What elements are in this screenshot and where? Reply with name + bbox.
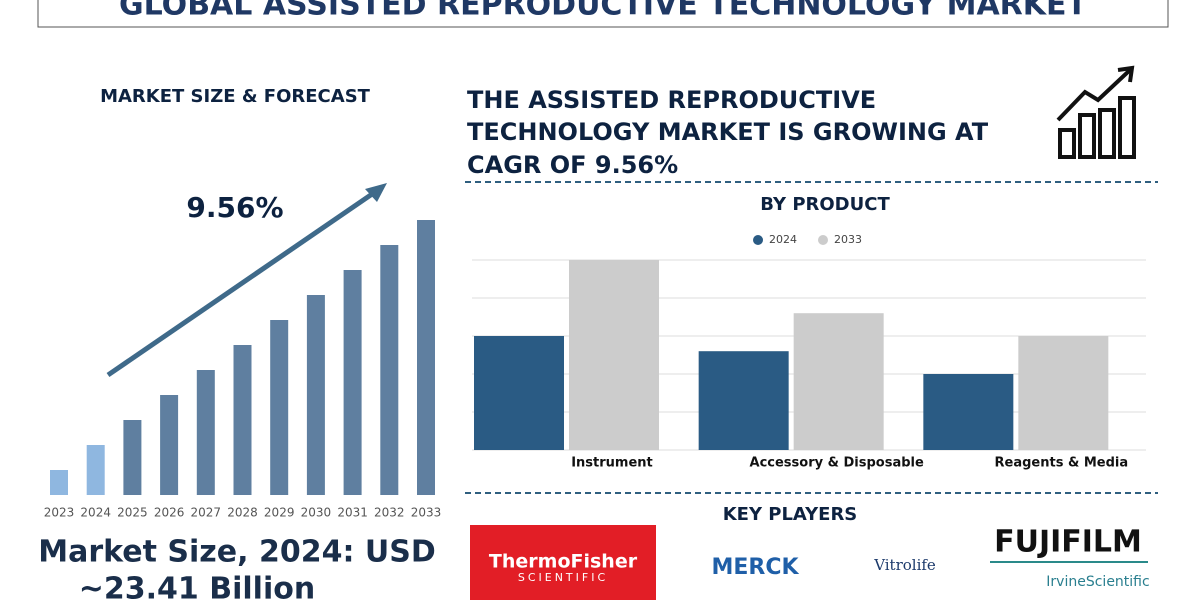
headline: THE ASSISTED REPRODUCTIVE bbox=[467, 86, 876, 114]
logo-text: IrvineScientific bbox=[1046, 574, 1149, 590]
growth-arrow bbox=[106, 187, 380, 378]
bar bbox=[343, 270, 362, 495]
x-tick-label: 2023 bbox=[44, 506, 75, 520]
bar bbox=[306, 295, 325, 495]
x-tick-label: Accessory & Disposable bbox=[750, 456, 924, 471]
x-tick-label: 2030 bbox=[301, 506, 332, 520]
legend-swatch bbox=[818, 235, 828, 245]
bar bbox=[1018, 336, 1109, 450]
logo-text: MERCK bbox=[711, 555, 799, 580]
bar bbox=[923, 374, 1014, 450]
legend-label: 2033 bbox=[834, 233, 862, 246]
bar bbox=[233, 345, 252, 495]
x-tick-label: 2033 bbox=[411, 506, 442, 520]
bar bbox=[50, 470, 68, 495]
bar bbox=[196, 370, 215, 495]
growth-icon bbox=[1056, 65, 1136, 159]
bar bbox=[417, 220, 435, 495]
headline: TECHNOLOGY MARKET IS GROWING AT bbox=[467, 118, 989, 146]
logo-text: Vitrolife bbox=[873, 556, 936, 574]
market-size: Market Size, 2024: USD bbox=[38, 535, 436, 570]
cagr-annotation: 9.56% bbox=[186, 191, 283, 224]
bar bbox=[160, 395, 179, 495]
bar bbox=[123, 420, 142, 495]
market-size: ~23.41 Billion bbox=[79, 572, 315, 600]
title-box bbox=[37, 0, 1169, 28]
bar bbox=[474, 336, 564, 450]
bar bbox=[569, 260, 659, 450]
x-tick-label: 2026 bbox=[154, 506, 185, 520]
x-tick-label: 2027 bbox=[191, 506, 222, 520]
bar bbox=[86, 445, 105, 495]
x-tick-label: Reagents & Media bbox=[995, 456, 1129, 471]
x-tick-label: 2032 bbox=[374, 506, 405, 520]
x-tick-label: Instrument bbox=[571, 456, 653, 471]
bar bbox=[270, 320, 289, 495]
logo-text: ThermoFisher bbox=[489, 551, 638, 573]
bar bbox=[380, 245, 399, 495]
arrow-head bbox=[365, 183, 387, 202]
bar bbox=[698, 351, 789, 450]
page-title: GLOBAL ASSISTED REPRODUCTIVE TECHNOLOGY … bbox=[119, 0, 1088, 23]
chart-title: BY PRODUCT bbox=[760, 194, 890, 215]
logo-text: FUJIFILM bbox=[994, 525, 1142, 560]
headline: CAGR OF 9.56% bbox=[467, 151, 678, 179]
legend-swatch bbox=[753, 235, 763, 245]
bar bbox=[793, 313, 884, 450]
x-tick-label: 2028 bbox=[227, 506, 258, 520]
x-tick-label: 2029 bbox=[264, 506, 295, 520]
x-tick-label: 2025 bbox=[117, 506, 148, 520]
logo-box bbox=[470, 525, 656, 600]
chart-title: MARKET SIZE & FORECAST bbox=[100, 86, 371, 107]
logo-text: SCIENTIFIC bbox=[518, 571, 608, 584]
x-tick-label: 2031 bbox=[337, 506, 368, 520]
x-tick-label: 2024 bbox=[80, 506, 111, 520]
legend-label: 2024 bbox=[769, 233, 797, 246]
section-title: KEY PLAYERS bbox=[723, 504, 858, 525]
